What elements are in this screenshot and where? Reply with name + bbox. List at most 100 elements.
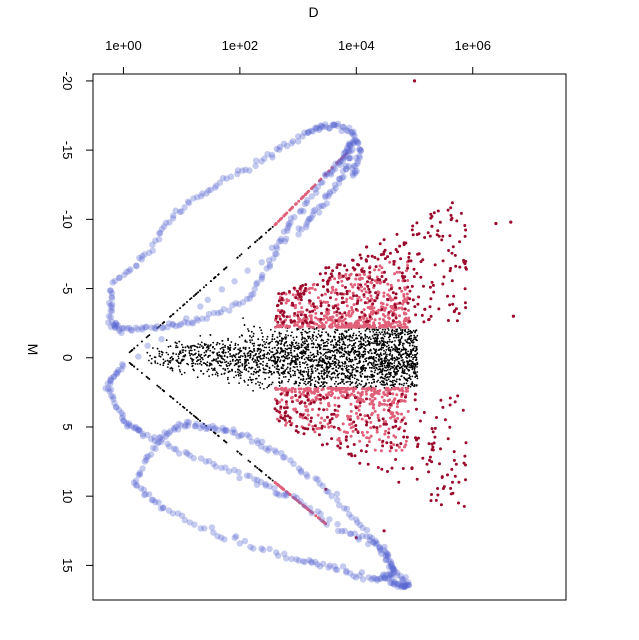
pink-point [383, 314, 387, 318]
black-point [359, 340, 362, 343]
pink-point [349, 434, 353, 438]
pink-point [395, 270, 399, 274]
black-point [305, 378, 308, 380]
black-point [383, 387, 386, 389]
red-point [381, 417, 385, 421]
black-point [331, 340, 334, 343]
pink-point [388, 406, 392, 410]
black-point [408, 363, 410, 365]
pink-point [331, 315, 335, 319]
black-point [389, 350, 392, 353]
red-point [277, 299, 281, 303]
black-point [317, 353, 319, 356]
black-point [235, 358, 238, 361]
black-point [364, 341, 367, 343]
black-point [405, 356, 407, 358]
red-point [382, 280, 386, 284]
black-point [351, 381, 354, 384]
black-point [299, 382, 301, 385]
pink-point [296, 310, 300, 314]
black-point [323, 385, 326, 388]
red-point [452, 458, 456, 462]
pink-point [396, 324, 400, 327]
red-point [415, 477, 419, 481]
red-point [322, 408, 326, 412]
black-point [319, 351, 322, 354]
black-point [398, 357, 401, 360]
red-point [378, 242, 382, 246]
pink-point [365, 436, 369, 440]
red-point [304, 394, 308, 398]
red-point [295, 424, 299, 428]
black-point [223, 439, 225, 442]
black-point [401, 329, 404, 331]
pink-point [366, 297, 370, 300]
black-point [271, 338, 274, 340]
black-point [366, 327, 368, 330]
black-point [268, 376, 270, 379]
red-point [275, 399, 279, 403]
pink-point [405, 292, 409, 296]
red-point [336, 307, 340, 311]
pink-point [345, 304, 349, 308]
black-point [381, 368, 384, 371]
black-point [240, 453, 243, 456]
black-point [364, 333, 366, 336]
black-point [356, 370, 359, 373]
red-point [276, 320, 280, 324]
black-point [352, 334, 354, 337]
black-point [280, 372, 283, 374]
pink-point [384, 420, 388, 424]
black-point [391, 333, 394, 336]
pink-point [386, 282, 390, 286]
black-point [374, 336, 377, 339]
red-point [338, 311, 342, 315]
pink-point [388, 317, 391, 320]
black-point [170, 356, 173, 358]
black-point [341, 380, 343, 383]
black-point [361, 355, 364, 358]
black-point [167, 345, 170, 348]
black-point [150, 357, 153, 360]
black-point [283, 356, 286, 359]
black-point [381, 364, 384, 366]
pink-point [348, 289, 352, 293]
red-point [354, 307, 358, 311]
black-point [393, 336, 395, 339]
black-point [375, 331, 378, 334]
red-point [291, 400, 294, 404]
black-point [339, 382, 342, 384]
black-point [377, 368, 380, 371]
black-point [365, 360, 367, 363]
black-point [414, 376, 417, 378]
red-point [396, 250, 399, 254]
pink-point [330, 322, 334, 326]
black-point [321, 361, 324, 363]
red-point [402, 429, 406, 433]
black-point [404, 333, 406, 336]
black-point [341, 361, 343, 364]
black-point [344, 375, 347, 377]
red-point [430, 224, 434, 228]
red-point [450, 216, 454, 220]
black-point [393, 360, 396, 362]
red-point [282, 291, 286, 295]
red-point [365, 397, 368, 401]
pink-point [380, 402, 384, 406]
red-point [326, 288, 329, 292]
red-point [317, 433, 321, 437]
red-point [408, 297, 412, 301]
black-point [325, 382, 328, 384]
black-point [380, 376, 383, 378]
black-point [402, 353, 405, 355]
black-point [395, 372, 398, 375]
black-point [288, 372, 291, 375]
red-point [273, 407, 277, 411]
black-point [387, 329, 390, 331]
red-point [428, 234, 432, 238]
red-point [436, 487, 440, 490]
black-point [161, 322, 164, 325]
red-point [359, 449, 363, 453]
pink-point [402, 294, 406, 298]
black-point [378, 356, 381, 358]
